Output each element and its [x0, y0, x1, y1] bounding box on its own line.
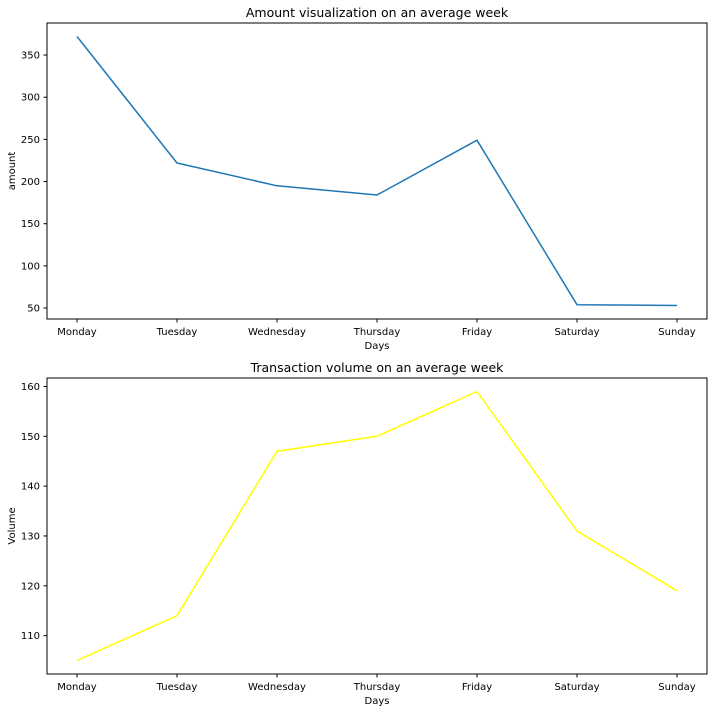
- series-line: [76, 36, 678, 307]
- volume-chart: Transaction volume on an average week Mon…: [7, 360, 708, 707]
- amount-chart: Amount visualization on an average week M…: [7, 5, 708, 352]
- y-tick-label: 200: [21, 177, 40, 188]
- y-tick-label: 110: [21, 631, 40, 642]
- chart-title: Transaction volume on an average week: [250, 360, 505, 375]
- y-tick-label: 350: [21, 51, 40, 62]
- y-tick-label: 250: [21, 135, 40, 146]
- x-axis-label: Days: [365, 696, 390, 707]
- x-tick-label: Saturday: [554, 327, 599, 338]
- x-tick-label: Monday: [57, 327, 97, 338]
- x-tick-label: Sunday: [658, 327, 695, 338]
- x-tick-label: Monday: [57, 682, 97, 693]
- x-tick-label: Sunday: [658, 682, 695, 693]
- y-axis-label: amount: [7, 152, 18, 191]
- y-tick-label: 120: [21, 581, 40, 592]
- x-tick-label: Friday: [462, 682, 492, 693]
- y-tick-label: 50: [27, 304, 40, 315]
- y-tick-label: 140: [21, 482, 40, 493]
- y-tick-label: 150: [21, 219, 40, 230]
- x-tick-label: Tuesday: [156, 682, 198, 693]
- x-tick-label: Saturday: [554, 682, 599, 693]
- series-line: [76, 390, 678, 662]
- plot-frame: [46, 22, 708, 320]
- x-tick-label: Tuesday: [156, 327, 198, 338]
- x-tick-label: Wednesday: [248, 327, 306, 338]
- y-tick-label: 150: [21, 432, 40, 443]
- x-axis-label: Days: [365, 341, 390, 352]
- y-tick-label: 100: [21, 261, 40, 272]
- x-tick-label: Wednesday: [248, 682, 306, 693]
- x-tick-label: Thursday: [353, 682, 401, 693]
- x-tick-label: Thursday: [353, 327, 401, 338]
- x-tick-label: Friday: [462, 327, 492, 338]
- chart-title: Amount visualization on an average week: [246, 5, 509, 20]
- y-axis-label: Volume: [7, 507, 18, 544]
- y-tick-label: 160: [21, 382, 40, 393]
- y-tick-label: 130: [21, 531, 40, 542]
- y-tick-label: 300: [21, 93, 40, 104]
